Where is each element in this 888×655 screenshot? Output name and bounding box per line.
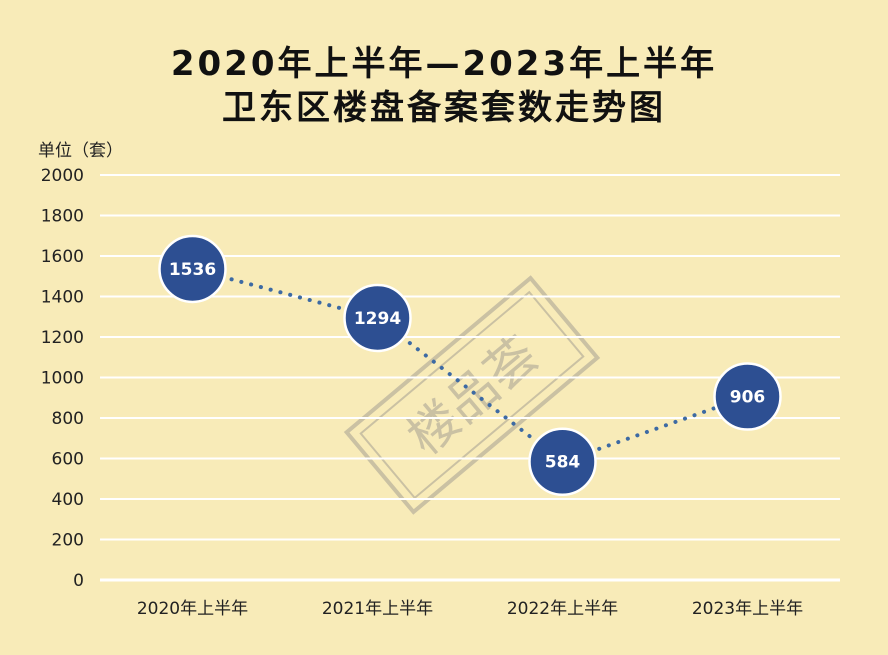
y-tick-label: 400	[52, 490, 84, 510]
data-point	[713, 362, 782, 431]
x-tick-label: 2023年上半年	[692, 599, 803, 619]
y-tick-label: 200	[52, 531, 84, 551]
y-tick-label: 1200	[41, 328, 84, 348]
y-axis-label: 单位（套）	[38, 141, 123, 161]
y-tick-label: 1800	[41, 207, 84, 227]
y-tick-label: 1000	[41, 369, 84, 389]
data-point	[158, 234, 227, 304]
x-tick-label: 2022年上半年	[507, 599, 618, 619]
y-tick-label: 800	[52, 409, 84, 429]
data-label: 906	[730, 388, 766, 408]
data-point	[528, 427, 597, 496]
chart-subtitle: 卫东区楼盘备案套数走势图	[222, 88, 666, 128]
y-tick-label: 600	[52, 450, 84, 470]
watermark-border	[343, 275, 601, 515]
y-tick-label: 1600	[41, 247, 84, 267]
data-label: 1294	[354, 309, 401, 329]
watermark-text: 楼品荟	[397, 325, 549, 466]
data-point	[343, 283, 412, 353]
data-label: 1536	[169, 260, 216, 280]
series-line	[190, 266, 750, 464]
x-tick-label: 2020年上半年	[137, 599, 248, 619]
y-tick-label: 2000	[41, 166, 84, 186]
x-tick-label: 2021年上半年	[322, 599, 433, 619]
y-tick-label: 1400	[41, 288, 84, 308]
data-label: 584	[545, 453, 581, 473]
watermark-inner-border	[359, 290, 585, 500]
chart-title: 2020年上半年—2023年上半年	[170, 44, 718, 84]
y-tick-label: 0	[73, 571, 84, 591]
